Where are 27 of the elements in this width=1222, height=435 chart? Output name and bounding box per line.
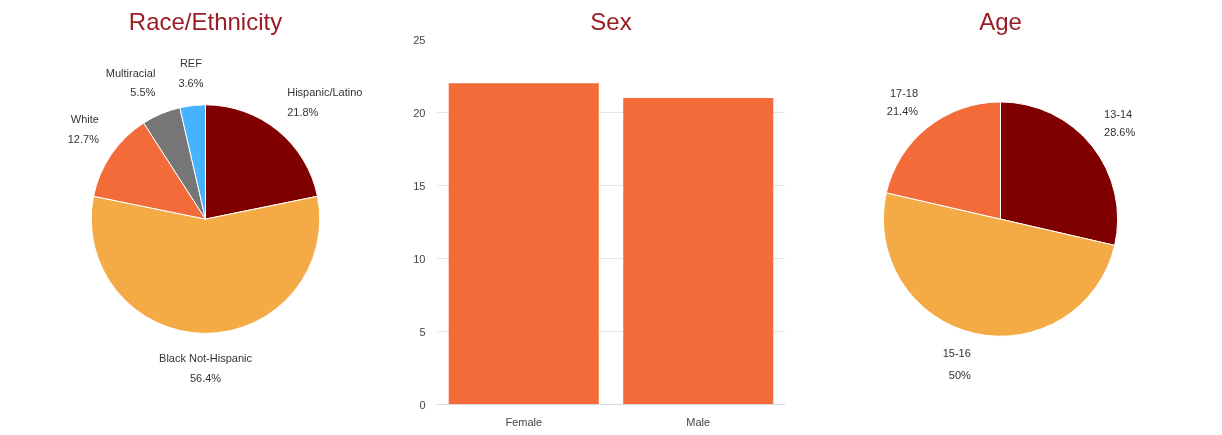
chart-title: Age	[979, 7, 1022, 35]
data-label: 56.4%	[189, 372, 222, 385]
data-label: 3.6%	[178, 77, 204, 89]
y-tick-label: 10	[413, 252, 426, 265]
slice-label: REF	[179, 57, 203, 70]
data-label: 21.8%	[287, 105, 319, 118]
data-label: 50%	[948, 368, 972, 381]
x-tick-label: Male	[686, 415, 711, 428]
data-label: 21.4%	[886, 104, 919, 117]
data-label: 12.7%	[67, 133, 100, 146]
slice-label: 17-18	[889, 86, 919, 99]
data-label: 28.6%	[1104, 125, 1136, 138]
y-tick-label: 0	[419, 398, 426, 411]
data-label: 5.5%	[130, 86, 156, 99]
slice-label: Hispanic/Latino	[287, 85, 363, 98]
y-tick-label: 15	[413, 179, 426, 192]
slice-label: 13-14	[1104, 107, 1133, 120]
slice-label: White	[70, 113, 99, 126]
y-tick-label: 25	[413, 33, 426, 46]
slice-label: Multiracial	[105, 66, 156, 79]
x-tick-label: Female	[505, 415, 543, 428]
y-tick-label: 5	[419, 325, 426, 338]
chart-title: Race/Ethnicity	[128, 7, 283, 35]
slice-label: Black Not-Hispanic	[159, 352, 253, 365]
chart-title: Sex	[590, 7, 632, 35]
slice-label: 15-16	[942, 347, 971, 360]
y-tick-label: 20	[413, 106, 426, 119]
